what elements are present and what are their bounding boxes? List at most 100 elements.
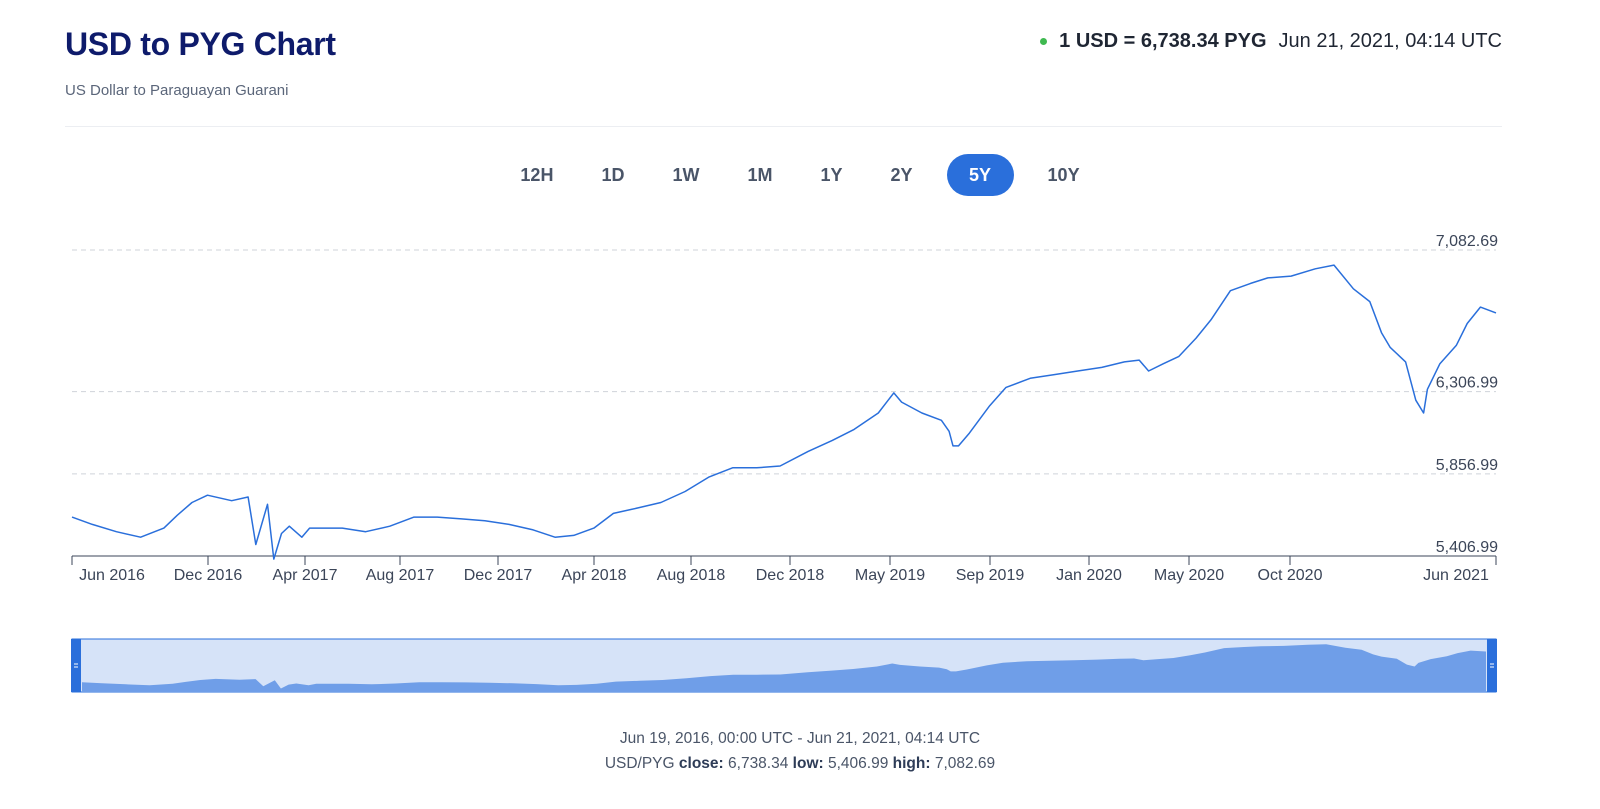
close-value: 6,738.34 <box>728 755 789 772</box>
x-tick-label: Jun 2016 <box>79 567 145 584</box>
data-point <box>1290 275 1292 277</box>
y-tick-label: 5,856.99 <box>1436 457 1498 474</box>
data-point <box>309 527 311 529</box>
time-range-selector: 12H 1D 1W 1M 1Y 2Y 5Y 10Y <box>0 154 1600 196</box>
rate-timestamp: Jun 21, 2021, 04:14 UTC <box>1278 30 1502 52</box>
x-tick-label: Dec 2018 <box>756 567 825 584</box>
range-tab-1y[interactable]: 1Y <box>806 154 856 196</box>
ohlc-summary: USD/PYG close: 6,738.34 low: 5,406.99 hi… <box>0 755 1600 773</box>
data-point <box>1178 355 1180 357</box>
data-point <box>267 503 269 505</box>
data-point <box>207 494 209 496</box>
data-point <box>921 412 923 414</box>
data-point <box>1077 370 1079 372</box>
data-point <box>301 536 303 538</box>
data-point <box>1381 332 1383 334</box>
navigator-area <box>82 644 1486 692</box>
range-tab-10y[interactable]: 10Y <box>1034 154 1094 196</box>
y-tick-label: 5,406.99 <box>1436 539 1498 556</box>
data-point <box>1195 337 1197 339</box>
x-tick-label: Oct 2020 <box>1258 567 1323 584</box>
data-point <box>365 531 367 533</box>
data-point <box>288 525 290 527</box>
price-chart[interactable]: 7,082.69 6,306.99 5,856.99 5,406.99 Jun 2016… <box>0 210 1600 610</box>
data-point <box>247 496 249 498</box>
data-point <box>532 529 534 531</box>
data-point <box>413 516 415 518</box>
data-point <box>71 516 73 518</box>
y-tick-label: 7,082.69 <box>1436 233 1498 250</box>
data-point <box>436 516 438 518</box>
page-title: USD to PYG Chart <box>65 26 336 62</box>
range-tab-5y[interactable]: 5Y <box>946 154 1014 196</box>
data-point <box>779 465 781 467</box>
data-point <box>1423 412 1425 414</box>
data-point <box>660 502 662 504</box>
data-point <box>1314 268 1316 270</box>
date-range-text: Jun 19, 2016, 00:00 UTC - Jun 21, 2021, … <box>619 730 981 747</box>
data-point <box>1005 386 1007 388</box>
data-point <box>1415 399 1417 401</box>
data-point <box>461 518 463 520</box>
data-point <box>255 544 257 546</box>
data-point <box>807 450 809 452</box>
data-point <box>115 531 117 533</box>
data-point <box>1101 366 1103 368</box>
navigator-left-handle[interactable] <box>71 639 81 692</box>
range-tab-1m[interactable]: 1M <box>733 154 786 196</box>
page-subtitle: US Dollar to Paraguayan Guarani <box>65 82 289 99</box>
navigator-right-handle[interactable] <box>1487 639 1497 692</box>
data-point <box>1466 323 1468 325</box>
data-point <box>324 527 326 529</box>
data-point <box>1439 363 1441 365</box>
data-point <box>1053 374 1055 376</box>
x-tick-label: Aug 2018 <box>657 567 726 584</box>
x-tick-label: May 2020 <box>1154 567 1224 584</box>
pair-label: USD/PYG <box>604 755 675 772</box>
data-point <box>91 523 93 525</box>
data-point <box>684 491 686 493</box>
data-point <box>1333 264 1335 266</box>
data-point <box>281 533 283 535</box>
range-tab-12h[interactable]: 12H <box>506 154 567 196</box>
x-tick-label: Dec 2016 <box>174 567 243 584</box>
data-point <box>948 430 950 432</box>
data-point <box>940 419 942 421</box>
range-tab-2y[interactable]: 2Y <box>877 154 927 196</box>
data-point <box>1148 370 1150 372</box>
x-tick-label: Dec 2017 <box>464 567 533 584</box>
x-tick-label: Jun 2021 <box>1423 567 1489 584</box>
range-tab-1d[interactable]: 1D <box>587 154 638 196</box>
data-point <box>1162 363 1164 365</box>
x-tick-label: Sep 2019 <box>956 567 1025 584</box>
data-point <box>831 439 833 441</box>
price-series-line <box>71 264 1497 560</box>
data-point <box>191 502 193 504</box>
data-point <box>273 558 275 560</box>
high-label: high: <box>892 755 931 772</box>
data-point <box>1369 301 1371 303</box>
data-point <box>484 520 486 522</box>
data-point <box>958 445 960 447</box>
x-tick-label: May 2019 <box>855 567 925 584</box>
range-tab-1w[interactable]: 1W <box>658 154 713 196</box>
data-point <box>341 527 343 529</box>
x-tick-label: Jan 2020 <box>1056 567 1122 584</box>
header-divider <box>65 126 1502 127</box>
data-point <box>989 405 991 407</box>
data-point <box>1267 277 1269 279</box>
range-navigator[interactable] <box>0 630 1600 700</box>
y-tick-label: 6,306.99 <box>1436 375 1498 392</box>
data-point <box>901 401 903 403</box>
data-point <box>508 523 510 525</box>
data-point <box>1495 312 1497 314</box>
data-point <box>612 512 614 514</box>
live-status-dot <box>1040 38 1048 45</box>
data-point <box>1229 290 1231 292</box>
data-point <box>1210 319 1212 321</box>
data-point <box>1138 359 1140 361</box>
data-point <box>893 392 895 394</box>
data-point <box>1389 346 1391 348</box>
data-point <box>952 445 954 447</box>
data-point <box>231 500 233 502</box>
